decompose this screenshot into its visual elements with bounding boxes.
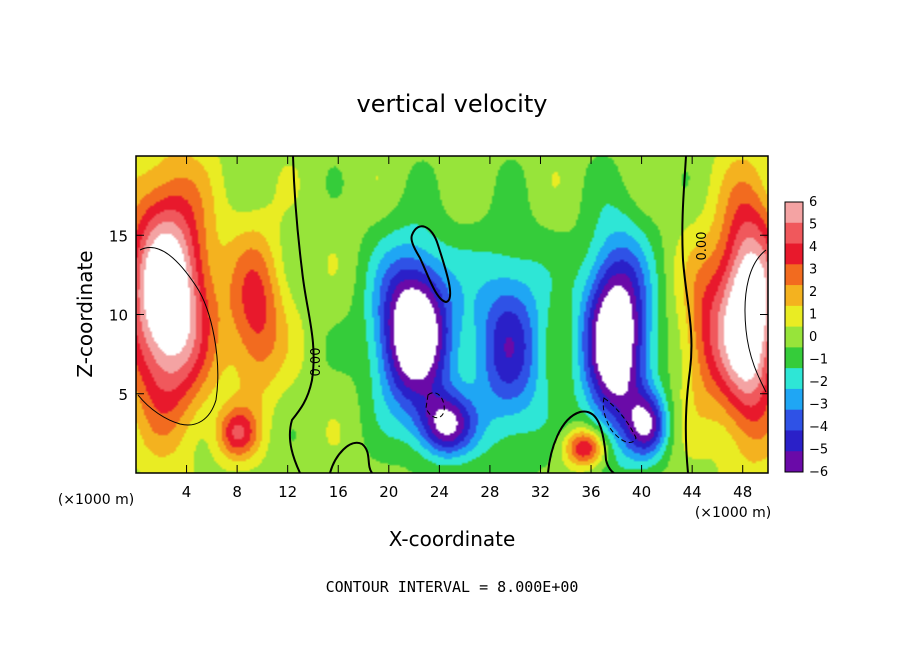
x-tick-label: 12 xyxy=(278,483,297,501)
x-tick-label: 32 xyxy=(531,483,550,501)
colorbar-swatch xyxy=(785,409,803,431)
contour-interval-note: CONTOUR INTERVAL = 8.000E+00 xyxy=(326,578,579,596)
thin-contour-right xyxy=(744,249,767,393)
colorbar-swatch xyxy=(785,222,803,245)
y-tick-label: 5 xyxy=(118,386,128,404)
x-tick-label: 20 xyxy=(379,483,398,501)
x-tick-label: 4 xyxy=(182,483,192,501)
y-axis-label: Z-coordinate xyxy=(73,250,97,377)
colorbar-swatch xyxy=(785,326,803,348)
chart-title: vertical velocity xyxy=(357,90,548,118)
x-tick-label: 36 xyxy=(581,483,600,501)
colorbar-swatch xyxy=(785,264,803,286)
x-tick-label: 24 xyxy=(430,483,449,501)
zero-contour-blob xyxy=(410,225,452,304)
colorbar-label: 1 xyxy=(809,308,817,323)
colorbar-label: −6 xyxy=(809,465,828,480)
y-tick-label: 10 xyxy=(109,307,128,325)
x-tick-label: 16 xyxy=(329,483,348,501)
x-tick-label: 44 xyxy=(683,483,702,501)
thin-contour-left xyxy=(137,247,219,426)
colorbar-label: −5 xyxy=(809,443,828,458)
colorbar-swatch xyxy=(785,305,803,328)
dashed-contour-right xyxy=(602,397,637,443)
zero-contour-bottom xyxy=(329,441,373,473)
y-axis-ticks: 5 10 15 xyxy=(109,227,768,404)
x-axis-ticks: 4 8 12 16 20 24 28 32 36 40 44 48 xyxy=(182,156,752,501)
contour-label-left: 0.00 xyxy=(309,348,324,377)
y-axis-unit: (×1000 m) xyxy=(58,492,134,508)
x-tick-label: 8 xyxy=(232,483,242,501)
colorbar-swatch xyxy=(785,451,803,473)
zero-contour-right xyxy=(681,156,693,473)
colorbar-swatch xyxy=(785,202,803,224)
plot-area: 0.00 0.00 xyxy=(135,155,769,474)
colorbar-swatch xyxy=(785,243,803,265)
colorbar-swatch xyxy=(785,368,803,390)
x-axis-label: X-coordinate xyxy=(389,527,516,551)
colorbar: 6 5 4 3 2 1 0 −1 −2 −3 −4 −5 −6 xyxy=(784,195,828,480)
colorbar-label: 4 xyxy=(809,240,817,255)
colorbar-label: 2 xyxy=(809,285,817,300)
colorbar-label: −3 xyxy=(809,398,828,413)
colorbar-label: 3 xyxy=(809,263,817,278)
colorbar-swatch xyxy=(785,285,803,307)
colorbar-frame xyxy=(784,201,804,473)
colorbar-label: 0 xyxy=(809,330,817,345)
contour-label-right: 0.00 xyxy=(695,232,710,261)
colorbar-label: 6 xyxy=(809,195,817,210)
zero-contour-left xyxy=(288,156,315,473)
colorbar-label: −1 xyxy=(809,353,828,368)
colorbar-swatch xyxy=(785,430,803,452)
colorbar-swatch xyxy=(785,347,803,369)
velocity-field xyxy=(136,156,768,473)
dashed-contour-left xyxy=(425,392,445,419)
x-axis-unit: (×1000 m) xyxy=(695,505,771,521)
zero-contour-bottom-right xyxy=(547,410,615,473)
x-tick-label: 40 xyxy=(632,483,651,501)
x-tick-label: 28 xyxy=(480,483,499,501)
colorbar-label: 5 xyxy=(809,218,817,233)
x-tick-label: 48 xyxy=(733,483,752,501)
colorbar-swatch xyxy=(785,388,803,411)
y-tick-label: 15 xyxy=(109,227,128,245)
colorbar-label: −2 xyxy=(809,375,828,390)
colorbar-label: −4 xyxy=(809,420,828,435)
